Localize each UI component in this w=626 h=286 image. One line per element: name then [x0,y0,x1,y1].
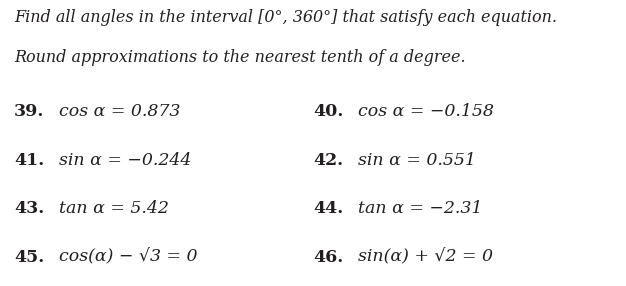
Text: 39.: 39. [14,103,44,120]
Text: tan α = −2.31: tan α = −2.31 [358,200,483,217]
Text: cos(α) − √3 = 0: cos(α) − √3 = 0 [59,249,198,266]
Text: cos α = −0.158: cos α = −0.158 [358,103,494,120]
Text: 46.: 46. [313,249,343,266]
Text: 41.: 41. [14,152,44,168]
Text: sin α = −0.244: sin α = −0.244 [59,152,192,168]
Text: Find all angles in the interval [0°, 360°] that satisfy each equation.: Find all angles in the interval [0°, 360… [14,9,557,25]
Text: 44.: 44. [313,200,343,217]
Text: sin α = 0.551: sin α = 0.551 [358,152,476,168]
Text: Round approximations to the nearest tenth of a degree.: Round approximations to the nearest tent… [14,49,465,65]
Text: cos α = 0.873: cos α = 0.873 [59,103,181,120]
Text: 40.: 40. [313,103,344,120]
Text: 42.: 42. [313,152,343,168]
Text: tan α = 5.42: tan α = 5.42 [59,200,170,217]
Text: 43.: 43. [14,200,44,217]
Text: sin(α) + √2 = 0: sin(α) + √2 = 0 [358,249,493,266]
Text: 45.: 45. [14,249,44,266]
